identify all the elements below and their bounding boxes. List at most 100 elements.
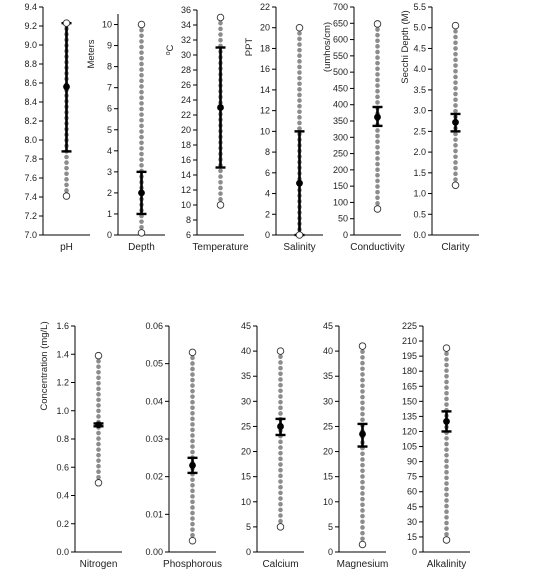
calcium-panel: 0 5 10 15 20 25 30 35 40 45 Calcium [241, 321, 304, 570]
salinity-min-marker [295, 231, 304, 239]
alkalinity-range-dot [444, 481, 449, 486]
conductivity-range-dot [375, 189, 380, 195]
temperature-range-dot [218, 20, 223, 26]
ph-tick-label: 8.6 [24, 78, 37, 88]
ph-range-dot [64, 188, 69, 193]
depth-category-label: Depth [128, 242, 155, 253]
depth-range-dot [139, 39, 144, 44]
phosphorous-panel: 0.00 0.01 0.02 0.03 0.04 0.05 0.06 Phosphorous [145, 321, 222, 570]
conductivity-tick-label: 0 [343, 230, 348, 240]
calcium-range-dot [278, 377, 283, 382]
magnesium-tick-label: 0 [328, 547, 333, 557]
ph-max-marker [62, 19, 71, 27]
phosphorous-range-dot [190, 477, 195, 483]
nitrogen-range-dot [96, 414, 101, 419]
clarity-range-dot [453, 165, 458, 171]
salinity-range-dot [297, 53, 302, 59]
depth-tick-label: 10 [102, 20, 112, 30]
conductivity-range-dot [375, 133, 380, 139]
magnesium-range-dot [360, 377, 365, 383]
alkalinity-range-dot [444, 503, 449, 509]
temperature-range-dot [218, 179, 223, 185]
nitrogen-range-dots [96, 353, 101, 486]
conductivity-range-dot [375, 184, 380, 189]
calcium-category-label: Calcium [262, 559, 298, 570]
temperature-tick-label: 16 [181, 155, 191, 165]
salinity-category-label: Salinity [283, 242, 315, 253]
alkalinity-tick-label: 0 [412, 547, 417, 557]
conductivity-mean-marker [374, 113, 381, 121]
depth-y-axis-label: Meters [86, 39, 97, 68]
clarity-range-dot [453, 91, 458, 97]
salinity-range-dot [297, 126, 302, 131]
magnesium-tick-label: 25 [323, 421, 333, 431]
clarity-tick-label: 2.5 [413, 126, 426, 136]
conductivity-range-dot [375, 195, 380, 201]
alkalinity-range-dot [444, 532, 449, 537]
salinity-tick-label: 8 [265, 147, 270, 157]
clarity-max-marker [451, 21, 460, 30]
clarity-range-dot [453, 46, 458, 51]
phosphorous-range-dots [190, 350, 195, 543]
alkalinity-range-dot [444, 436, 449, 441]
ph-range-dot [64, 165, 69, 171]
depth-range-dot [139, 219, 144, 224]
magnesium-tick-label: 10 [323, 497, 333, 507]
clarity-range-dot [453, 97, 458, 103]
phosphorous-range-dot [190, 527, 195, 532]
magnesium-range-dot [360, 349, 365, 355]
temperature-tick-label: 34 [181, 20, 191, 30]
ph-tick-label: 7.4 [24, 192, 37, 202]
conductivity-tick-label: 550 [333, 51, 348, 61]
salinity-range-dot [297, 109, 302, 115]
nitrogen-tick-label: 1.6 [56, 321, 69, 331]
calcium-range-dot [278, 371, 283, 377]
temperature-range-dot [218, 191, 223, 196]
clarity-range-dot [453, 51, 458, 57]
clarity-range-dot [453, 40, 458, 46]
ph-tick-label: 8.4 [24, 97, 37, 107]
nitrogen-tick-label: 1.4 [56, 349, 69, 359]
conductivity-range-dot [375, 178, 380, 184]
ph-range-dot [64, 177, 69, 182]
nitrogen-tick-label: 0.0 [56, 547, 69, 557]
magnesium-range-dot [360, 457, 365, 462]
calcium-tick-label: 45 [241, 321, 251, 331]
magnesium-range-dot [360, 394, 365, 400]
magnesium-panel: 0 5 10 15 20 25 30 35 40 45 Magnesium [323, 321, 388, 570]
conductivity-range-dot [375, 60, 380, 66]
calcium-tick-label: 5 [246, 522, 251, 532]
calcium-tick-label: 15 [241, 472, 251, 482]
alkalinity-tick-label: 210 [402, 336, 417, 346]
clarity-range-dot [453, 154, 458, 160]
clarity-tick-label: 5.5 [413, 2, 426, 12]
temperature-tick-label: 8 [186, 215, 191, 225]
ph-range-dot [64, 160, 69, 165]
ph-tick-label: 8.0 [24, 135, 37, 145]
conductivity-range-dot [375, 94, 380, 100]
depth-tick-label: 9 [107, 41, 112, 51]
alkalinity-range-dot [444, 526, 449, 531]
alkalinity-range-dots [444, 345, 449, 543]
depth-range-dot [139, 89, 144, 95]
temperature-tick-label: 18 [181, 140, 191, 150]
ph-tick-label: 8.8 [24, 59, 37, 69]
salinity-range-dot [297, 98, 302, 103]
phosphorous-tick-label: 0.05 [145, 359, 163, 369]
alkalinity-tick-label: 90 [407, 457, 417, 467]
temperature-tick-label: 24 [181, 95, 191, 105]
alkalinity-tick-label: 150 [402, 396, 417, 406]
phosphorous-range-dot [190, 366, 195, 372]
nitrogen-range-dot [96, 408, 101, 414]
depth-max-marker [137, 20, 146, 29]
salinity-tick-label: 16 [260, 64, 270, 74]
alkalinity-tick-label: 195 [402, 351, 417, 361]
conductivity-tick-label: 300 [333, 132, 348, 142]
conductivity-tick-label: 100 [333, 197, 348, 207]
clarity-range-dot [453, 68, 458, 74]
temperature-range-dot [218, 185, 223, 191]
conductivity-tick-label: 700 [333, 2, 348, 12]
salinity-range-dot [297, 36, 302, 42]
ph-range-dot [64, 182, 69, 188]
alkalinity-range-dot [444, 469, 449, 475]
